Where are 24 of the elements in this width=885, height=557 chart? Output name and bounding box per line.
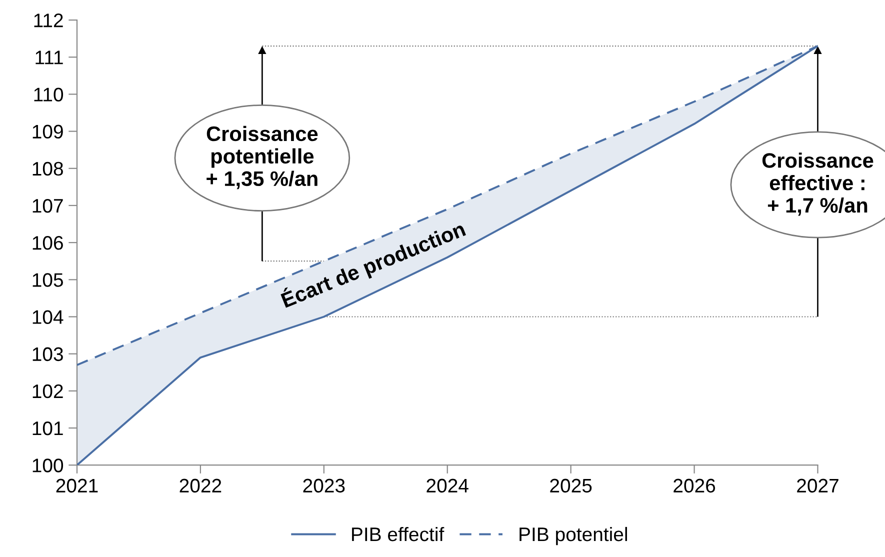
y-tick-label: 112 <box>34 14 63 28</box>
x-tick-label: 2021 <box>56 478 98 493</box>
y-tick-label: 101 <box>32 421 63 436</box>
y-tick-label: 102 <box>32 384 63 398</box>
y-tick-label: 109 <box>32 124 63 139</box>
legend-label: PIB effectif <box>352 526 444 542</box>
y-tick-label: 110 <box>34 88 64 102</box>
annotation: Croissance effective : + 1,7 %/an <box>762 152 874 216</box>
x-tick-label: 2026 <box>674 478 716 493</box>
x-tick-label: 2023 <box>303 478 345 493</box>
y-tick-label: 103 <box>32 347 63 362</box>
x-tick-label: 2025 <box>550 478 592 493</box>
y-tick-label: 100 <box>32 458 64 472</box>
legend-label: PIB potentiel <box>520 526 627 546</box>
annotation: Croissance potentielle + 1,35 %/an <box>206 126 318 190</box>
y-tick-label: 104 <box>32 310 64 324</box>
y-tick-label: 108 <box>32 162 63 176</box>
x-tick-label: 2027 <box>797 478 838 493</box>
y-tick-label: 107 <box>32 198 63 213</box>
y-tick-label: 106 <box>32 236 63 250</box>
y-tick-label: 111 <box>36 50 63 64</box>
x-tick-label: 2022 <box>180 478 222 493</box>
x-tick-label: 2024 <box>426 478 468 493</box>
y-tick-label: 105 <box>32 273 63 287</box>
